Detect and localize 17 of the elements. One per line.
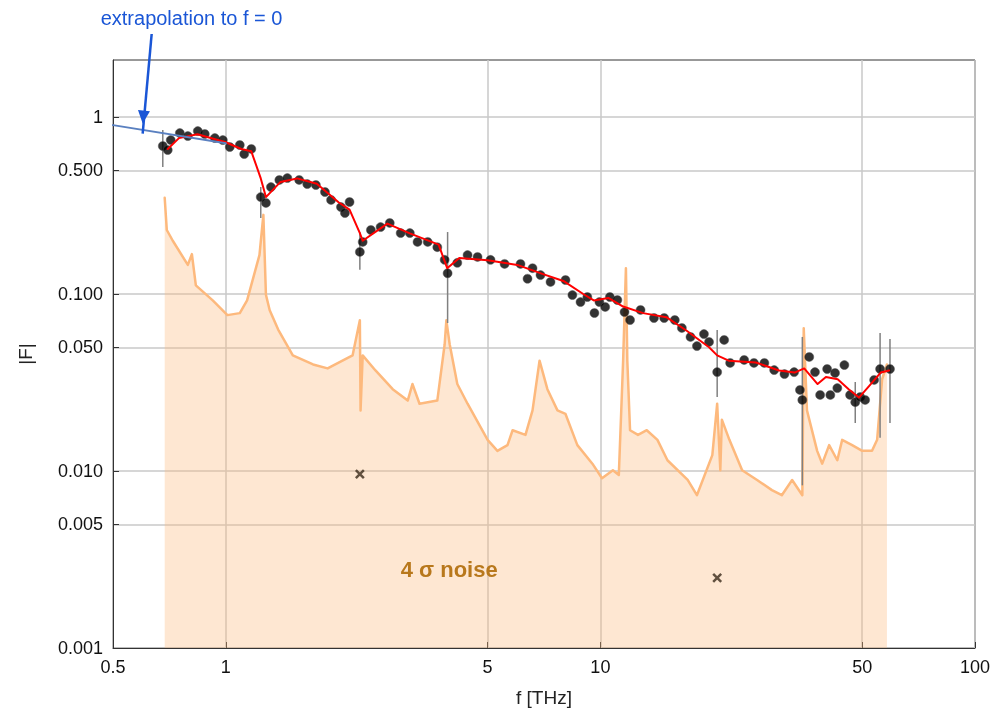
annotation: extrapolation to f = 0	[100, 7, 283, 29]
y-tick-label: 1	[92, 107, 103, 128]
y-tick-label: 0.100	[57, 284, 103, 305]
y-tick-label: 0.050	[57, 337, 103, 358]
y-tick-label: 0.005	[57, 514, 103, 535]
x-tick-label: 10	[590, 657, 611, 677]
annotation: 4 σ noise	[400, 556, 498, 582]
x-tick-label: 50	[852, 657, 873, 677]
x-axis-title: f [THz]	[516, 687, 572, 708]
x-tick-label: 0.5	[100, 657, 126, 677]
x-tick-label: 100	[959, 657, 991, 677]
y-tick-label: 0.010	[57, 461, 103, 482]
y-tick-label: 0.500	[57, 160, 103, 181]
y-axis-title: |F|	[15, 343, 36, 365]
x-tick-label: 1	[220, 657, 231, 677]
x-tick-label: 5	[482, 657, 493, 677]
y-tick-label: 0.001	[57, 638, 103, 658]
